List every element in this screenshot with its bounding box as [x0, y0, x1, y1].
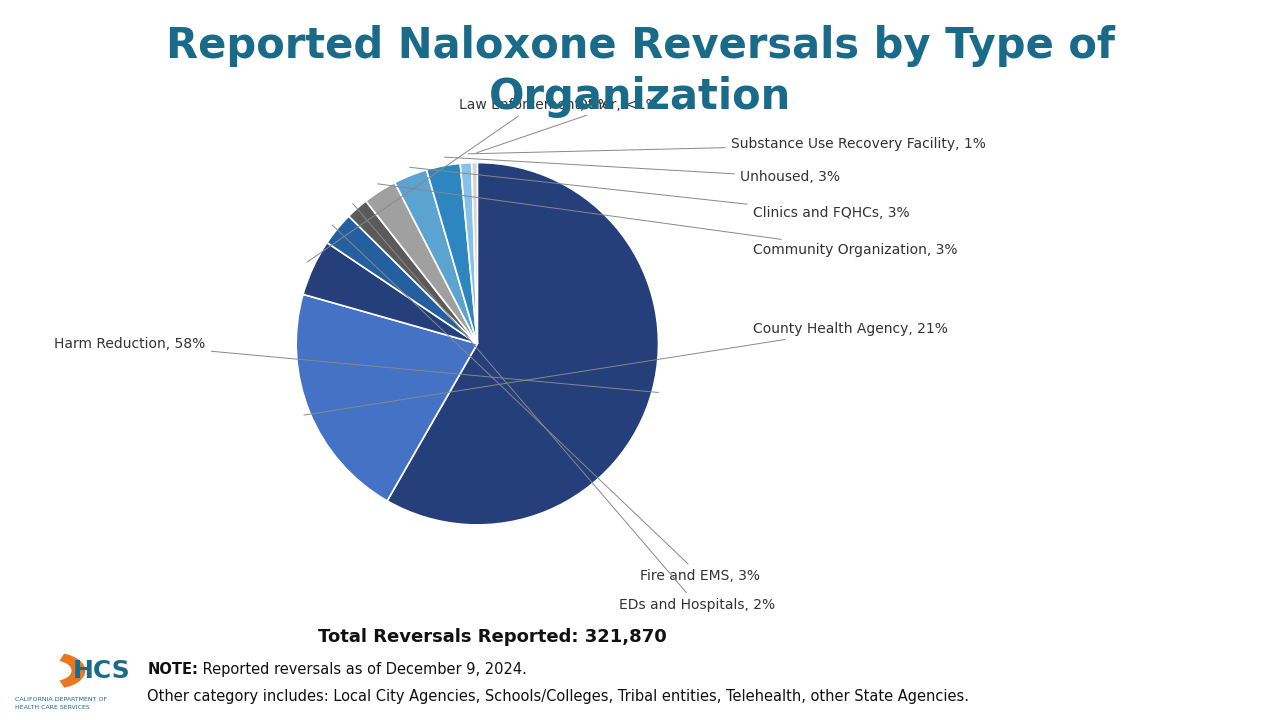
Text: Clinics and FQHCs, 3%: Clinics and FQHCs, 3% — [410, 167, 909, 220]
Text: HEALTH CARE SERVICES: HEALTH CARE SERVICES — [15, 705, 90, 710]
Text: Other, <1%: Other, <1% — [477, 98, 659, 153]
Wedge shape — [471, 163, 477, 343]
Text: Organization: Organization — [489, 76, 791, 117]
Text: Substance Use Recovery Facility, 1%: Substance Use Recovery Facility, 1% — [468, 138, 986, 154]
Text: HCS: HCS — [73, 659, 131, 683]
Text: Unhoused, 3%: Unhoused, 3% — [444, 157, 840, 184]
Wedge shape — [303, 243, 477, 343]
Wedge shape — [296, 294, 477, 501]
Wedge shape — [59, 654, 86, 688]
Text: Harm Reduction, 58%: Harm Reduction, 58% — [54, 337, 658, 392]
Text: NOTE:: NOTE: — [147, 662, 198, 677]
Text: Reported Naloxone Reversals by Type of: Reported Naloxone Reversals by Type of — [165, 25, 1115, 67]
Wedge shape — [348, 201, 477, 343]
Text: Total Reversals Reported: 321,870: Total Reversals Reported: 321,870 — [319, 628, 667, 647]
Wedge shape — [394, 170, 477, 343]
Wedge shape — [366, 183, 477, 343]
Text: Other category includes: Local City Agencies, Schools/Colleges, Tribal entities,: Other category includes: Local City Agen… — [147, 690, 969, 704]
Text: County Health Agency, 21%: County Health Agency, 21% — [303, 323, 947, 415]
Text: Community Organization, 3%: Community Organization, 3% — [378, 184, 957, 256]
Text: Reported reversals as of December 9, 2024.: Reported reversals as of December 9, 202… — [198, 662, 527, 677]
Text: EDs and Hospitals, 2%: EDs and Hospitals, 2% — [353, 204, 774, 611]
Wedge shape — [326, 216, 477, 343]
Wedge shape — [461, 163, 477, 343]
Text: Law Enforcement, 5%: Law Enforcement, 5% — [307, 98, 611, 262]
Text: Fire and EMS, 3%: Fire and EMS, 3% — [333, 225, 760, 582]
Wedge shape — [387, 163, 658, 525]
Text: CALIFORNIA DEPARTMENT OF: CALIFORNIA DEPARTMENT OF — [15, 698, 108, 702]
Wedge shape — [426, 163, 477, 343]
